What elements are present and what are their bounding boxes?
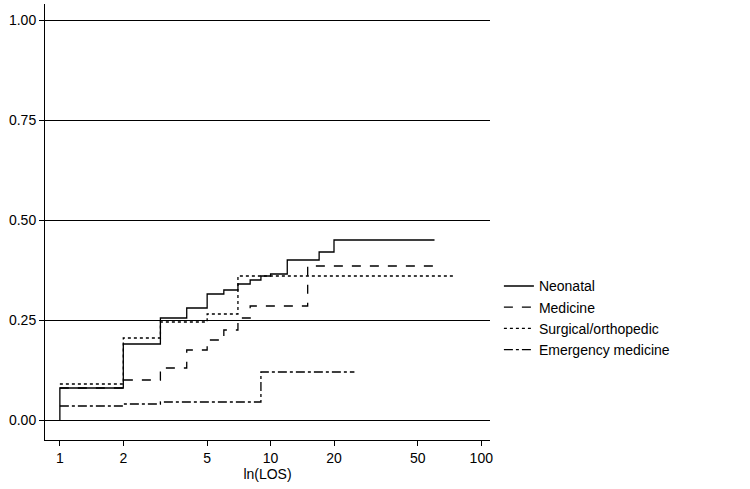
svg-text:2: 2 xyxy=(119,450,127,466)
svg-text:50: 50 xyxy=(410,450,426,466)
svg-text:5: 5 xyxy=(203,450,211,466)
svg-text:0.75: 0.75 xyxy=(9,112,36,128)
svg-text:Emergency medicine: Emergency medicine xyxy=(539,342,670,358)
svg-text:0.50: 0.50 xyxy=(9,212,36,228)
svg-text:1.00: 1.00 xyxy=(9,12,36,28)
svg-text:Medicine: Medicine xyxy=(539,300,595,316)
svg-text:Neonatal: Neonatal xyxy=(539,278,595,294)
svg-text:10: 10 xyxy=(263,450,279,466)
svg-text:Surgical/orthopedic: Surgical/orthopedic xyxy=(539,321,659,337)
svg-text:ln(LOS): ln(LOS) xyxy=(243,466,291,482)
svg-text:0.00: 0.00 xyxy=(9,412,36,428)
svg-text:100: 100 xyxy=(470,450,494,466)
svg-text:20: 20 xyxy=(326,450,342,466)
svg-text:0.25: 0.25 xyxy=(9,312,36,328)
svg-text:1: 1 xyxy=(56,450,64,466)
